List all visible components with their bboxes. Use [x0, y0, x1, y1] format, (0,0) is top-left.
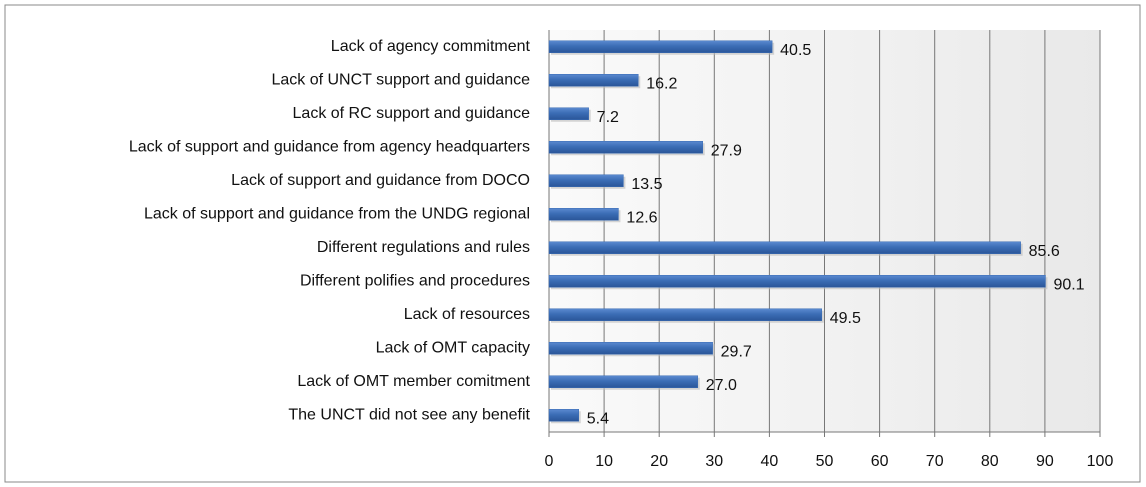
y-tick-label: Lack of resources [404, 306, 530, 323]
y-tick-label: Lack of OMT member comitment [297, 373, 530, 390]
data-label: 29.7 [721, 343, 752, 360]
data-label: 27.0 [706, 377, 737, 394]
data-label: 16.2 [646, 75, 677, 92]
data-label: 7.2 [597, 109, 619, 126]
bar [548, 241, 1021, 254]
bar [548, 40, 773, 53]
x-tick-label: 0 [545, 453, 554, 470]
x-tick-label: 90 [1036, 453, 1054, 470]
y-tick-label: Lack of support and guidance from the UN… [144, 205, 530, 222]
data-label: 85.6 [1029, 243, 1060, 260]
bar [548, 208, 619, 221]
y-tick-label: Lack of agency commitment [331, 38, 531, 55]
y-tick-label: Lack of UNCT support and guidance [271, 71, 530, 88]
data-label: 5.4 [587, 410, 609, 427]
data-label: 90.1 [1053, 276, 1084, 293]
x-tick-label: 60 [871, 453, 889, 470]
bar [548, 141, 703, 154]
bar [548, 107, 589, 120]
bar [548, 375, 699, 388]
y-tick-label: Different regulations and rules [317, 239, 530, 256]
x-tick-label: 50 [816, 453, 834, 470]
bar [548, 342, 713, 355]
x-tick-label: 20 [650, 453, 668, 470]
data-label: 49.5 [830, 310, 861, 327]
x-tick-label: 30 [705, 453, 723, 470]
data-label: 12.6 [626, 209, 657, 226]
bar [548, 174, 624, 187]
x-tick-label: 80 [981, 453, 999, 470]
x-tick-label: 100 [1087, 453, 1114, 470]
bar [548, 308, 822, 321]
x-tick-label: 40 [761, 453, 779, 470]
bar [548, 409, 580, 422]
y-tick-label: Lack of support and guidance from agency… [129, 138, 530, 155]
bar [548, 74, 639, 87]
y-tick-label: Lack of OMT capacity [376, 339, 530, 356]
y-tick-label: Lack of RC support and guidance [293, 105, 531, 122]
x-tick-label: 10 [595, 453, 613, 470]
y-tick-label: The UNCT did not see any benefit [288, 406, 530, 423]
data-label: 13.5 [631, 176, 662, 193]
bar [548, 275, 1046, 288]
data-label: 27.9 [711, 142, 742, 159]
y-tick-label: Different polifies and procedures [300, 272, 530, 289]
data-label: 40.5 [780, 42, 811, 59]
y-tick-label: Lack of support and guidance from DOCO [231, 172, 530, 189]
x-tick-label: 70 [926, 453, 944, 470]
